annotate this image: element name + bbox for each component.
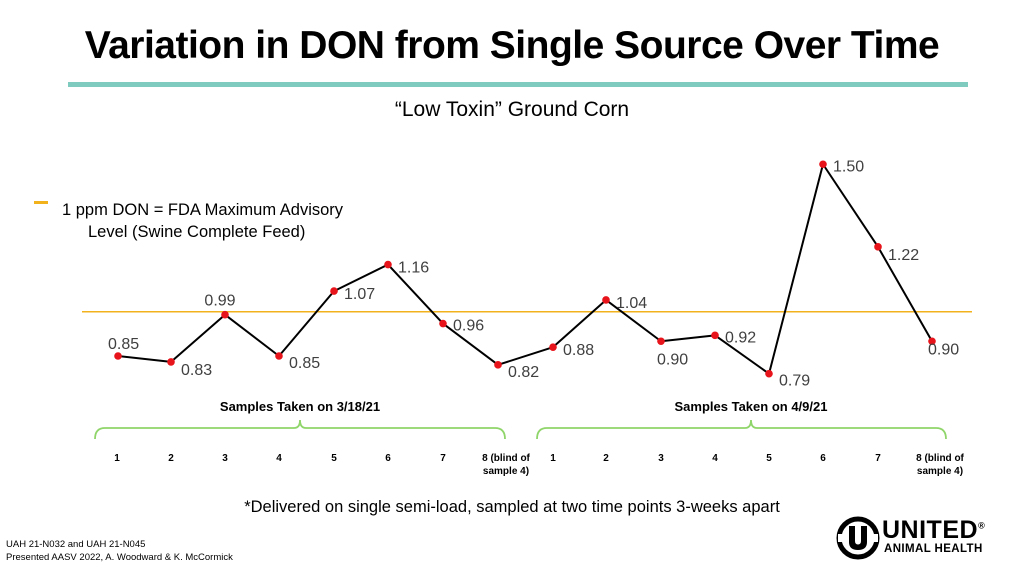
data-label-1: 0.85	[108, 336, 139, 353]
x-tick-label-4: 4	[276, 453, 282, 464]
x-tick-label-11: 3	[658, 453, 664, 464]
data-point-5	[330, 287, 338, 295]
x-tick-label-1: 1	[114, 453, 120, 464]
data-label-12: 0.92	[725, 329, 756, 346]
data-label-15: 1.22	[888, 247, 919, 264]
data-label-16: 0.90	[928, 341, 959, 358]
data-label-14: 1.50	[833, 158, 864, 175]
data-label-13: 0.79	[779, 373, 810, 390]
data-point-2	[167, 358, 175, 366]
data-point-14	[819, 160, 827, 169]
united-u-logo-icon	[836, 516, 880, 560]
x-tick-label-12: 4	[712, 453, 718, 464]
logo-name: UNITED®	[882, 516, 986, 544]
data-label-5: 1.07	[344, 286, 375, 303]
data-label-9: 0.88	[563, 342, 594, 359]
data-point-11	[657, 337, 665, 346]
data-label-8: 0.82	[508, 364, 539, 381]
data-point-1	[114, 352, 122, 360]
slide-title: Variation in DON from Single Source Over…	[84, 24, 940, 67]
logo-subtitle: ANIMAL HEALTH	[884, 543, 983, 555]
data-point-13	[765, 369, 773, 378]
data-label-3: 0.99	[204, 293, 235, 310]
group-bracket-1	[94, 419, 506, 440]
data-label-11: 0.90	[657, 351, 688, 368]
x-tick-label-5: 5	[331, 453, 337, 464]
x-tick-label-15: 7	[875, 453, 881, 464]
united-animal-health-logo: UNITED® ANIMAL HEALTH	[836, 516, 1016, 560]
x-tick-label-8: 8 (blind of sample 4)	[482, 453, 530, 477]
x-tick-label-14: 6	[820, 453, 826, 464]
x-tick-label-7: 7	[440, 453, 446, 464]
x-tick-label-10: 2	[603, 453, 609, 464]
x-tick-label-3: 3	[222, 453, 228, 464]
group-label-2: Samples Taken on 4/9/21	[675, 399, 828, 414]
x-tick-label-2: 2	[168, 453, 174, 464]
group-bracket-2	[536, 419, 947, 440]
data-label-4: 0.85	[289, 355, 320, 372]
data-point-3	[221, 310, 229, 319]
data-point-15	[874, 243, 882, 251]
data-label-2: 0.83	[181, 362, 212, 379]
x-tick-label-9: 1	[550, 453, 556, 464]
chart-title: “Low Toxin” Ground Corn	[394, 98, 630, 121]
x-tick-label-6: 6	[385, 453, 391, 464]
x-tick-label-16: 8 (blind of sample 4)	[916, 453, 964, 477]
credit-line-study: UAH 21-N032 and UAH 21-N045	[6, 539, 146, 550]
data-point-12	[711, 331, 719, 340]
data-label-7: 0.96	[453, 318, 484, 335]
footnote: *Delivered on single semi-load, sampled …	[244, 498, 780, 516]
data-point-9	[549, 343, 557, 351]
x-tick-label-13: 5	[766, 453, 772, 464]
data-point-10	[602, 296, 610, 304]
legend-label: 1 ppm DON = FDA Maximum Advisory Level (S…	[62, 201, 344, 241]
legend-swatch-fda-limit	[34, 201, 48, 204]
data-label-6: 1.16	[398, 260, 429, 277]
title-divider	[68, 82, 968, 87]
data-point-6	[384, 260, 392, 269]
credits: UAH 21-N032 and UAH 21-N045 Presented AA…	[6, 538, 233, 564]
group-label-1: Samples Taken on 3/18/21	[220, 399, 380, 414]
data-label-10: 1.04	[616, 295, 647, 312]
data-point-4	[275, 352, 283, 360]
series-line-don	[117, 163, 933, 375]
credit-line-presented: Presented AASV 2022, A. Woodward & K. Mc…	[6, 552, 233, 563]
data-point-8	[494, 361, 502, 369]
data-point-16	[928, 337, 936, 346]
data-point-7	[439, 319, 447, 328]
